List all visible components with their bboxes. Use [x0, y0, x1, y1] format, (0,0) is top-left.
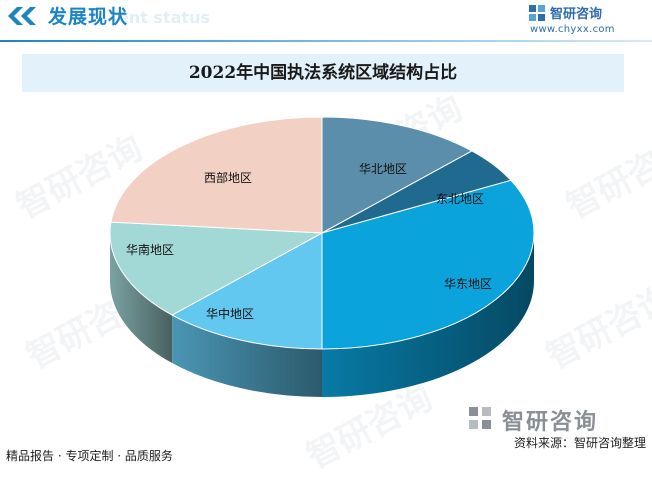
- footer-brand-logo: 智研咨询: [468, 404, 638, 435]
- pie-slice-4: [171, 232, 323, 350]
- brand-logo-icon: [528, 4, 546, 22]
- pie-slice-6: [110, 116, 323, 234]
- pie-slice-label: 东北地区: [436, 192, 484, 206]
- chart-title: 2022年中国执法系统区域结构占比: [188, 63, 458, 83]
- brand-url: www.chyxx.com: [530, 24, 615, 35]
- brand-logo: 智研咨询 www.chyxx.com: [528, 2, 638, 38]
- footer-brand-name: 智研咨询: [502, 410, 599, 435]
- pie-slices: [109, 116, 535, 350]
- pie-slice-label: 华中地区: [206, 306, 254, 321]
- pie-slice-3: [321, 179, 535, 350]
- page-header: ent status 发展现状 智研咨询 www.chyxx.com: [0, 0, 652, 40]
- data-source: 资料来源：智研咨询整理: [513, 436, 646, 450]
- chart-title-band: 2022年中国执法系统区域结构占比: [22, 54, 624, 92]
- pie-slice-label: 西部地区: [204, 170, 252, 185]
- page-title: 发展现状: [48, 6, 129, 28]
- pie-slice-5: [109, 221, 324, 316]
- pie-side-walls: [110, 233, 534, 397]
- footer-brand-logo-icon: [469, 407, 491, 429]
- pie-slice-1: [321, 116, 473, 234]
- pie-slice-label: 华东地区: [444, 277, 492, 291]
- header-divider: [0, 40, 652, 42]
- brand-name: 智研咨询: [550, 7, 603, 22]
- pie-slice-label: 华北地区: [359, 162, 407, 176]
- pie-slice-label: 华南地区: [126, 242, 174, 257]
- pie-side-3: [322, 233, 534, 397]
- pie-side-4: [172, 315, 322, 397]
- header-ghost-text: ent status: [118, 8, 210, 27]
- pie-side-5: [110, 233, 173, 364]
- double-chevron-icon: [8, 7, 36, 25]
- footer-slogan: 精品报告 · 专项定制 · 品质服务: [6, 449, 173, 463]
